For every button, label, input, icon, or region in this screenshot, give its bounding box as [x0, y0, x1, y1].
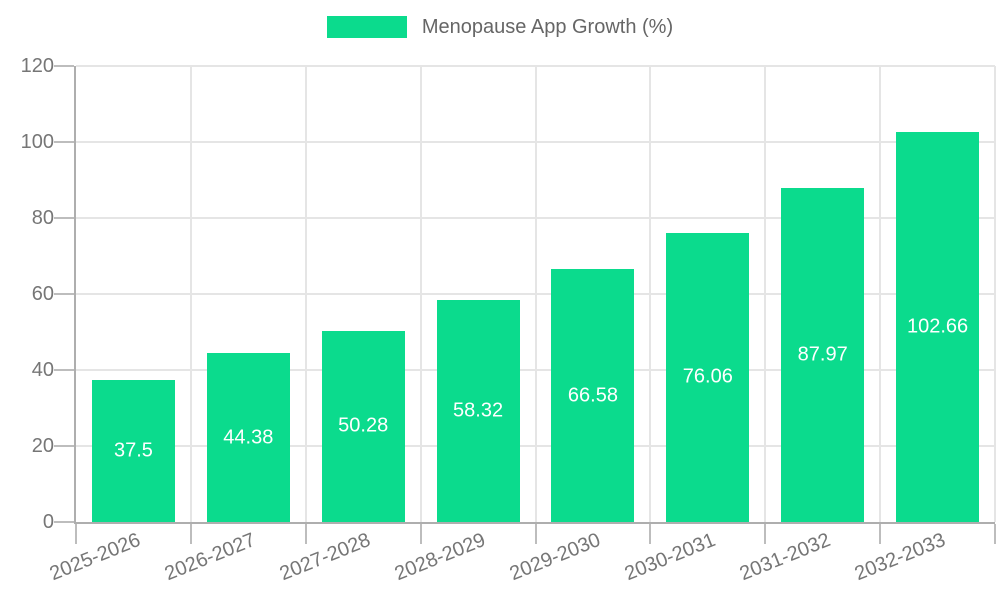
gridline-vertical [534, 66, 537, 522]
y-tick-label: 120 [20, 55, 54, 77]
bar-value-label: 50.28 [338, 414, 389, 437]
y-tick-label: 40 [31, 359, 54, 381]
y-tick-label: 100 [20, 131, 54, 153]
bar[interactable]: 37.5 [91, 379, 175, 522]
x-tick-label: 2032-2033 [851, 528, 949, 586]
x-tick-label: 2025-2026 [47, 528, 145, 586]
legend-swatch [326, 16, 407, 38]
bar[interactable]: 87.97 [781, 187, 865, 522]
x-tick-label: 2031-2032 [736, 528, 834, 586]
bar-value-label: 102.66 [906, 315, 969, 338]
bar-value-label: 37.5 [113, 439, 153, 462]
bar-value-label: 76.06 [682, 365, 733, 388]
x-axis-tick [879, 524, 882, 544]
y-tick-label: 60 [31, 283, 54, 305]
x-tick-label: 2026-2027 [161, 528, 259, 586]
x-axis-tick [419, 524, 422, 544]
x-axis-tick [649, 524, 652, 544]
bar-value-label: 44.38 [223, 426, 274, 449]
x-axis-tick [304, 524, 307, 544]
y-axis-tick [54, 217, 74, 219]
y-axis-tick [54, 521, 74, 523]
gridline-vertical [419, 66, 422, 522]
x-axis-tick [75, 524, 77, 544]
x-tick-label: 2030-2031 [621, 528, 719, 586]
gridline-vertical [189, 66, 192, 522]
x-tick-label: 2027-2028 [276, 528, 374, 586]
y-tick-label: 80 [31, 207, 54, 229]
y-tick-label: 20 [31, 435, 54, 457]
legend-label: Menopause App Growth (%) [421, 16, 674, 38]
gridline-vertical [649, 66, 652, 522]
plot-area: 0 20 40 60 80 100 120 37.5 44.38 50.28 58.32 66.58 7… [21, 55, 996, 585]
x-axis-tick [534, 524, 537, 544]
bar[interactable]: 50.28 [321, 330, 405, 522]
gridline-vertical [304, 66, 307, 522]
bar[interactable]: 102.66 [896, 131, 980, 522]
y-axis-tick [54, 369, 74, 371]
bar[interactable]: 76.06 [666, 232, 750, 522]
y-axis-tick [54, 293, 74, 295]
x-axis-tick [764, 524, 767, 544]
y-axis-tick [54, 445, 74, 447]
bar[interactable]: 66.58 [551, 269, 635, 522]
y-axis-tick [54, 65, 74, 67]
y-axis-tick [54, 141, 74, 143]
x-axis-tick [994, 524, 996, 544]
bar-value-label: 58.32 [453, 399, 504, 422]
bar[interactable]: 58.32 [436, 300, 520, 522]
gridline-vertical [879, 66, 882, 522]
y-tick-label: 0 [42, 511, 54, 533]
gridline-vertical [764, 66, 767, 522]
x-axis-tick [189, 524, 192, 544]
bar-value-label: 66.58 [567, 384, 618, 406]
legend[interactable]: Menopause App Growth (%) [0, 16, 1000, 38]
bar-value-label: 87.97 [797, 343, 848, 366]
x-tick-label: 2029-2030 [506, 528, 604, 586]
gridline-vertical [994, 66, 996, 522]
x-tick-label: 2028-2029 [391, 528, 489, 586]
bar[interactable]: 44.38 [206, 353, 290, 522]
